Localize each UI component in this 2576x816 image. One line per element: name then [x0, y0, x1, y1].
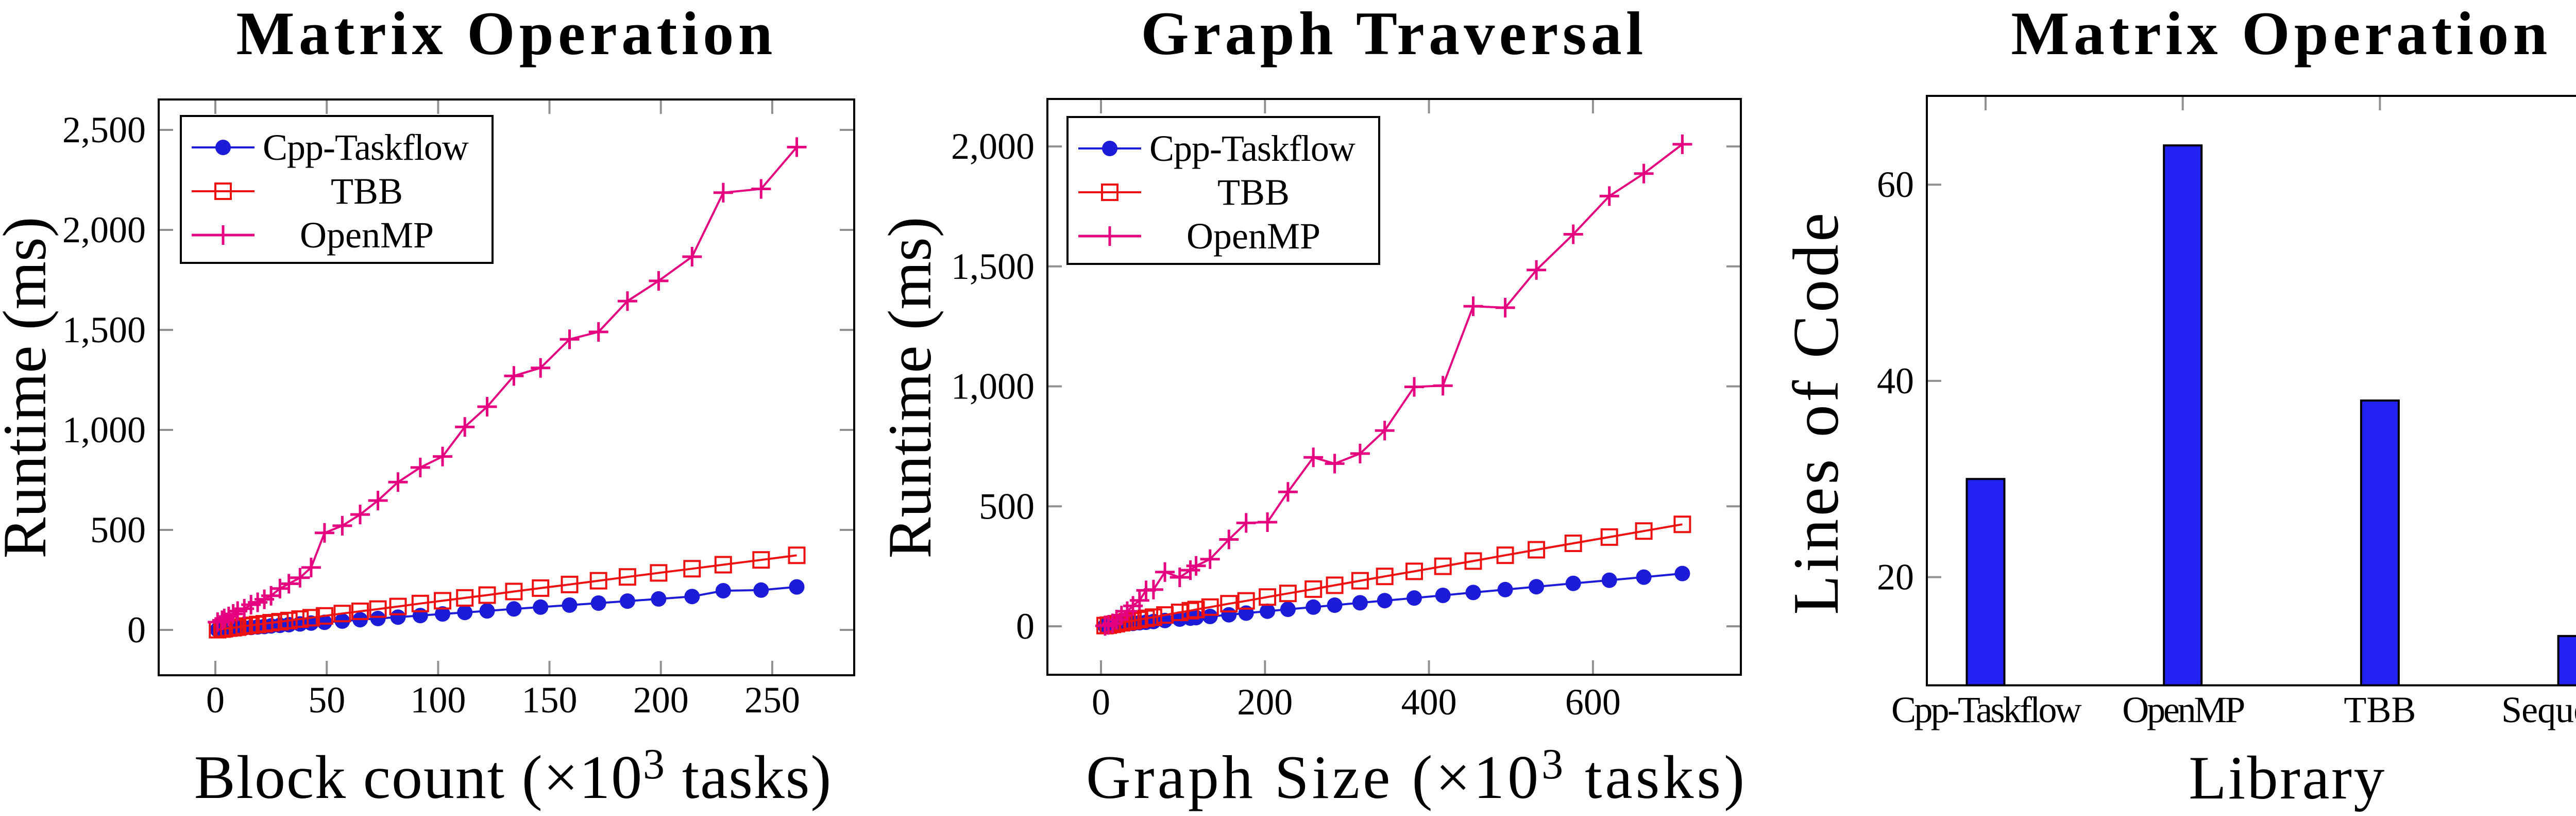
svg-text:Runtime (ms): Runtime (ms) [0, 217, 59, 558]
svg-text:200: 200 [633, 679, 689, 721]
svg-text:100: 100 [410, 679, 466, 721]
svg-text:Cpp-Taskflow: Cpp-Taskflow [263, 127, 469, 168]
svg-text:20: 20 [1877, 557, 1914, 598]
svg-text:Matrix Operation: Matrix Operation [236, 0, 776, 68]
svg-text:TBB: TBB [1217, 172, 1290, 213]
svg-text:500: 500 [90, 509, 146, 551]
svg-text:60: 60 [1877, 164, 1914, 205]
svg-text:500: 500 [979, 486, 1035, 527]
svg-text:50: 50 [308, 679, 345, 721]
svg-text:150: 150 [522, 679, 578, 721]
svg-text:1,500: 1,500 [951, 246, 1035, 287]
svg-text:Block count (×103 tasks): Block count (×103 tasks) [194, 740, 832, 811]
svg-text:Runtime (ms): Runtime (ms) [875, 217, 944, 558]
svg-text:1,000: 1,000 [951, 366, 1035, 407]
svg-text:200: 200 [1237, 681, 1293, 723]
svg-text:Cpp-Taskflow: Cpp-Taskflow [1891, 689, 2082, 730]
svg-text:Sequential: Sequential [2501, 689, 2576, 730]
svg-text:2,000: 2,000 [951, 126, 1035, 167]
svg-text:Matrix Operation: Matrix Operation [2011, 0, 2551, 68]
svg-text:OpenMP: OpenMP [1187, 215, 1320, 257]
svg-text:OpenMP: OpenMP [2122, 689, 2244, 730]
svg-text:0: 0 [206, 679, 225, 721]
svg-text:0: 0 [127, 609, 146, 651]
svg-text:Graph Traversal: Graph Traversal [1141, 0, 1647, 68]
svg-text:0: 0 [1016, 606, 1035, 647]
svg-text:OpenMP: OpenMP [300, 214, 434, 256]
svg-text:250: 250 [744, 679, 800, 721]
svg-text:2,000: 2,000 [62, 209, 146, 251]
svg-text:600: 600 [1565, 681, 1621, 723]
svg-text:TBB: TBB [2344, 689, 2416, 730]
svg-text:400: 400 [1401, 681, 1457, 723]
svg-text:2,500: 2,500 [62, 109, 146, 151]
svg-text:TBB: TBB [331, 171, 403, 212]
svg-text:Library: Library [2189, 743, 2386, 812]
svg-text:1,000: 1,000 [62, 409, 146, 451]
svg-text:Lines of Code: Lines of Code [1781, 210, 1852, 614]
svg-text:Cpp-Taskflow: Cpp-Taskflow [1149, 128, 1355, 169]
svg-text:40: 40 [1877, 360, 1914, 402]
svg-text:0: 0 [1092, 681, 1110, 723]
svg-text:Graph Size (×103 tasks): Graph Size (×103 tasks) [1086, 740, 1748, 811]
svg-text:1,500: 1,500 [62, 309, 146, 351]
